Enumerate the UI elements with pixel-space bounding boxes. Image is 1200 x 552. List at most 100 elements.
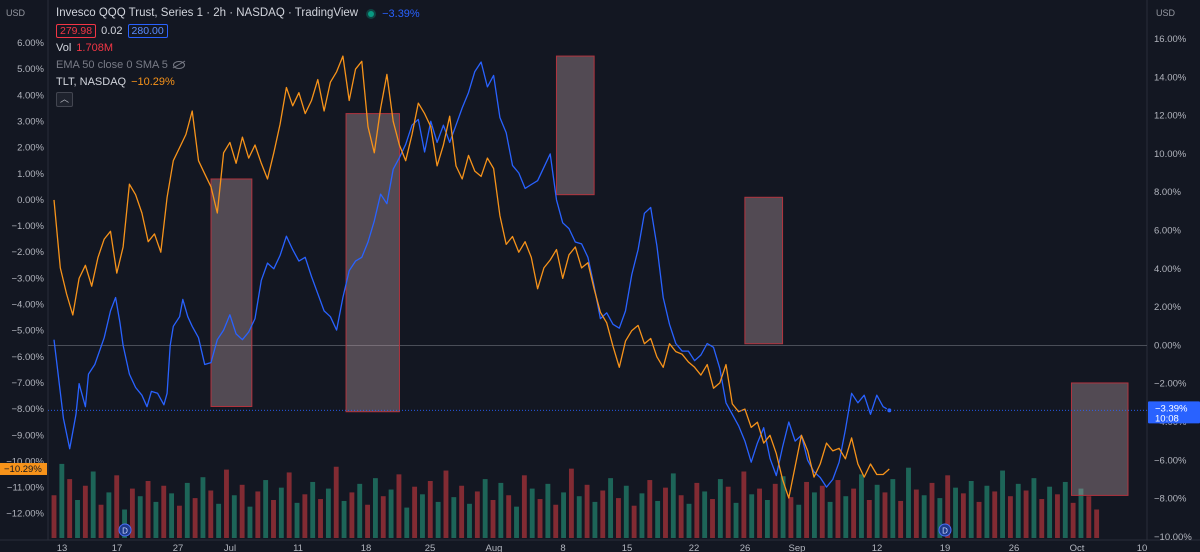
left-axis-tick: 5.00% — [17, 64, 44, 75]
volume-bar — [741, 471, 747, 538]
volume-bar — [710, 499, 715, 538]
left-axis-tick: 2.00% — [17, 143, 44, 154]
right-currency-label[interactable]: USD — [1156, 8, 1176, 18]
volume-bar — [937, 498, 943, 538]
volume-bar — [459, 485, 465, 538]
volume-bar — [325, 488, 331, 538]
volume-bar — [913, 489, 919, 538]
volume-bar — [372, 478, 378, 538]
right-axis-tick: 10.00% — [1154, 149, 1187, 160]
x-axis-tick: 27 — [173, 543, 184, 552]
chevron-up-icon[interactable]: ︿ — [56, 91, 73, 107]
volume-bar — [568, 468, 574, 538]
volume-bar — [247, 506, 253, 538]
left-axis-tick: 6.00% — [17, 38, 44, 49]
volume-bar — [545, 483, 551, 538]
volume-bar — [616, 498, 621, 538]
qqq-last-point — [886, 407, 893, 414]
volume-bar — [474, 491, 480, 538]
volume-bar — [514, 506, 519, 538]
volume-bar — [90, 471, 96, 538]
volume-bar — [521, 475, 527, 538]
volume-bar — [537, 499, 543, 538]
x-axis-tick: 26 — [1009, 543, 1020, 552]
volume-bar — [396, 474, 402, 538]
tlt-price-label-bg — [0, 462, 47, 475]
volume-bar — [631, 505, 637, 538]
right-axis-tick: 16.00% — [1154, 34, 1187, 45]
x-axis-tick: 25 — [425, 543, 436, 552]
right-axis-bg — [1147, 0, 1200, 552]
volume-bar — [365, 504, 371, 538]
volume-bar — [788, 497, 794, 538]
x-axis-tick: 10 — [1137, 543, 1148, 552]
ema-indicator-label[interactable]: EMA 50 close 0 SMA 5 — [56, 58, 168, 71]
volume-bar — [647, 480, 653, 538]
right-axis-tick: −6.00% — [1154, 455, 1187, 466]
volume-bar — [608, 478, 614, 538]
volume-bar — [1023, 490, 1029, 538]
x-axis-tick: 22 — [689, 543, 700, 552]
right-axis-tick: −10.00% — [1154, 532, 1192, 543]
volume-bar — [451, 497, 457, 538]
volume-bar — [333, 466, 339, 538]
volume-bar — [302, 494, 308, 538]
x-axis-tick: 26 — [740, 543, 751, 552]
volume-bar — [929, 482, 935, 538]
volume-value: 1.708M — [76, 41, 113, 54]
volume-bar — [278, 487, 284, 538]
symbol-title[interactable]: Invesco QQQ Trust, Series 1 · 2h · NASDA… — [56, 7, 359, 20]
right-axis-tick: −8.00% — [1154, 494, 1187, 505]
volume-bar — [694, 482, 700, 538]
eye-crossed-icon[interactable] — [172, 61, 185, 69]
volume-bar — [1015, 483, 1021, 538]
volume-bar — [310, 481, 316, 538]
volume-bar — [686, 503, 692, 538]
tlt-series-line — [53, 55, 890, 499]
right-axis-tick: 4.00% — [1154, 264, 1181, 275]
ema-row: EMA 50 close 0 SMA 5 — [56, 57, 420, 73]
volume-bar — [639, 493, 645, 538]
volume-bar — [976, 501, 982, 538]
volume-bar — [255, 491, 261, 538]
volume-bar — [357, 483, 363, 538]
right-axis-tick: −2.00% — [1154, 379, 1187, 390]
sell-button[interactable]: 279.98 — [56, 23, 97, 39]
volume-label[interactable]: Vol — [56, 41, 72, 54]
volume-bar — [1000, 470, 1005, 538]
volume-bar — [1062, 481, 1068, 538]
volume-bar — [733, 502, 739, 538]
volume-bar — [725, 486, 731, 538]
x-axis-tick: 8 — [560, 543, 565, 552]
volume-bar — [1039, 499, 1045, 538]
dividend-marker-icon — [118, 523, 132, 537]
volume-bar — [271, 500, 276, 538]
volume-bar — [341, 500, 347, 538]
right-axis-tick: 2.00% — [1154, 302, 1181, 313]
compare-symbol-label[interactable]: TLT, NASDAQ — [56, 75, 127, 88]
left-axis-tick: −3.00% — [12, 273, 45, 284]
buy-button[interactable]: 280.00 — [127, 23, 168, 39]
volume-bar — [200, 477, 206, 538]
collapse-row: ︿ — [56, 91, 420, 107]
volume-bar — [443, 470, 449, 538]
left-currency-label[interactable]: USD — [6, 8, 26, 18]
volume-bar — [482, 479, 488, 538]
volume-bar — [1070, 502, 1076, 538]
qqq-price-label-bg — [1148, 401, 1200, 424]
volume-bar — [380, 496, 386, 538]
compare-row: TLT, NASDAQ −10.29% — [56, 74, 420, 90]
volume-bar — [945, 475, 951, 538]
volume-bar — [953, 487, 958, 538]
left-axis-tick: −4.00% — [12, 300, 45, 311]
qqq-series-line — [53, 61, 890, 488]
left-axis-tick: 3.00% — [17, 116, 44, 127]
volume-bar — [294, 502, 300, 538]
volume-bar — [859, 474, 864, 538]
volume-bar — [670, 473, 676, 538]
volume-bar — [490, 500, 496, 538]
x-axis-tick: 15 — [622, 543, 633, 552]
volume-bar — [576, 496, 582, 538]
x-axis-tick: 19 — [940, 543, 951, 552]
